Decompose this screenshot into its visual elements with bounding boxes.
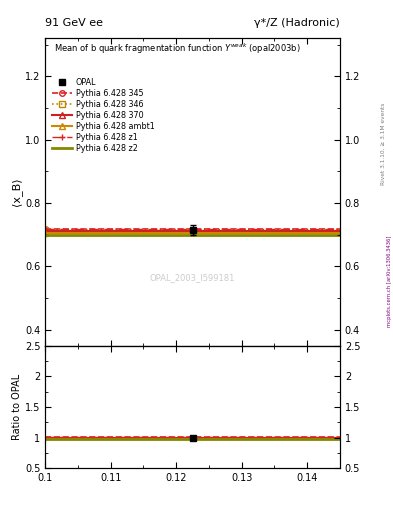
Text: Rivet 3.1.10, ≥ 3.1M events: Rivet 3.1.10, ≥ 3.1M events (381, 102, 386, 184)
Y-axis label: ⟨x_B⟩: ⟨x_B⟩ (11, 178, 22, 206)
Text: Mean of b quark fragmentation function $\mathit{Y}^{weak}$ (opal2003b): Mean of b quark fragmentation function $… (54, 41, 301, 56)
Text: 91 GeV ee: 91 GeV ee (45, 18, 103, 28)
Text: γ*/Z (Hadronic): γ*/Z (Hadronic) (254, 18, 340, 28)
Legend: OPAL, Pythia 6.428 345, Pythia 6.428 346, Pythia 6.428 370, Pythia 6.428 ambt1, : OPAL, Pythia 6.428 345, Pythia 6.428 346… (52, 78, 154, 153)
Y-axis label: Ratio to OPAL: Ratio to OPAL (12, 374, 22, 440)
Text: mcplots.cern.ch [arXiv:1306.3436]: mcplots.cern.ch [arXiv:1306.3436] (387, 236, 391, 327)
Text: OPAL_2003_I599181: OPAL_2003_I599181 (150, 273, 235, 283)
